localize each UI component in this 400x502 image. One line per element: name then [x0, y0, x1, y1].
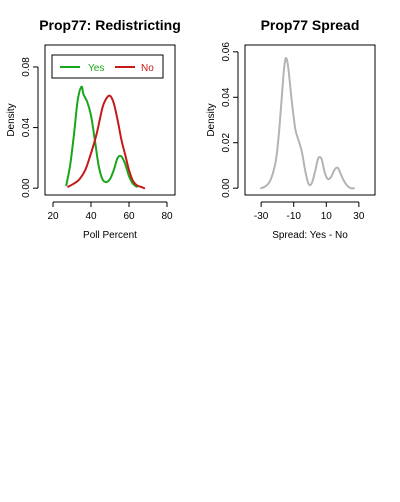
plot-frame — [44, 44, 176, 196]
y-tick-label: 0.02 — [221, 133, 232, 153]
panel-redistricting: Prop77: Redistricting 20 40 60 80 0.000.040… — [6, 17, 181, 241]
y-tick-label: 0.00 — [21, 178, 32, 198]
panel-spread: Prop77 Spread -30 -10 10 30 0.000.020.040.0… — [206, 17, 376, 241]
plot-frame — [244, 44, 376, 196]
x-tick-label: 60 — [123, 211, 135, 222]
density-lines — [65, 85, 146, 190]
y-tick-label: 0.04 — [21, 117, 32, 137]
y-tick-label: 0.00 — [221, 178, 232, 198]
x-tick-label: 40 — [85, 211, 97, 222]
legend-label-no: No — [141, 63, 154, 74]
density-line-no — [67, 94, 146, 190]
y-tick-label: 0.04 — [221, 87, 232, 107]
x-tick-label: 80 — [161, 211, 173, 222]
density-lines — [260, 57, 355, 190]
x-axis: 20 40 60 80 — [47, 201, 173, 222]
y-axis-label: Density — [6, 103, 17, 136]
y-axis-label: Density — [206, 103, 217, 136]
x-tick-label: -10 — [286, 211, 301, 222]
density-line-yes — [65, 85, 138, 188]
x-tick-label: -30 — [254, 211, 269, 222]
x-tick-label: 30 — [353, 211, 365, 222]
y-tick-label: 0.08 — [21, 57, 32, 77]
density-line-spread — [260, 57, 355, 190]
y-axis: 0.00 0.02 0.04 0.06 — [221, 42, 239, 198]
chart-title: Prop77 Spread — [261, 17, 360, 33]
x-axis-label: Spread: Yes - No — [272, 230, 348, 241]
x-axis-label: Poll Percent — [83, 230, 137, 241]
chart-title: Prop77: Redistricting — [39, 17, 181, 33]
y-axis: 0.00 0.04 0.08 — [21, 57, 39, 198]
legend: Yes No — [51, 54, 164, 79]
legend-label-yes: Yes — [88, 63, 104, 74]
legend-box — [51, 54, 164, 79]
x-tick-label: 10 — [321, 211, 333, 222]
x-tick-label: 20 — [47, 211, 59, 222]
x-axis: -30 -10 10 30 — [254, 201, 365, 222]
y-tick-label: 0.06 — [221, 42, 232, 62]
